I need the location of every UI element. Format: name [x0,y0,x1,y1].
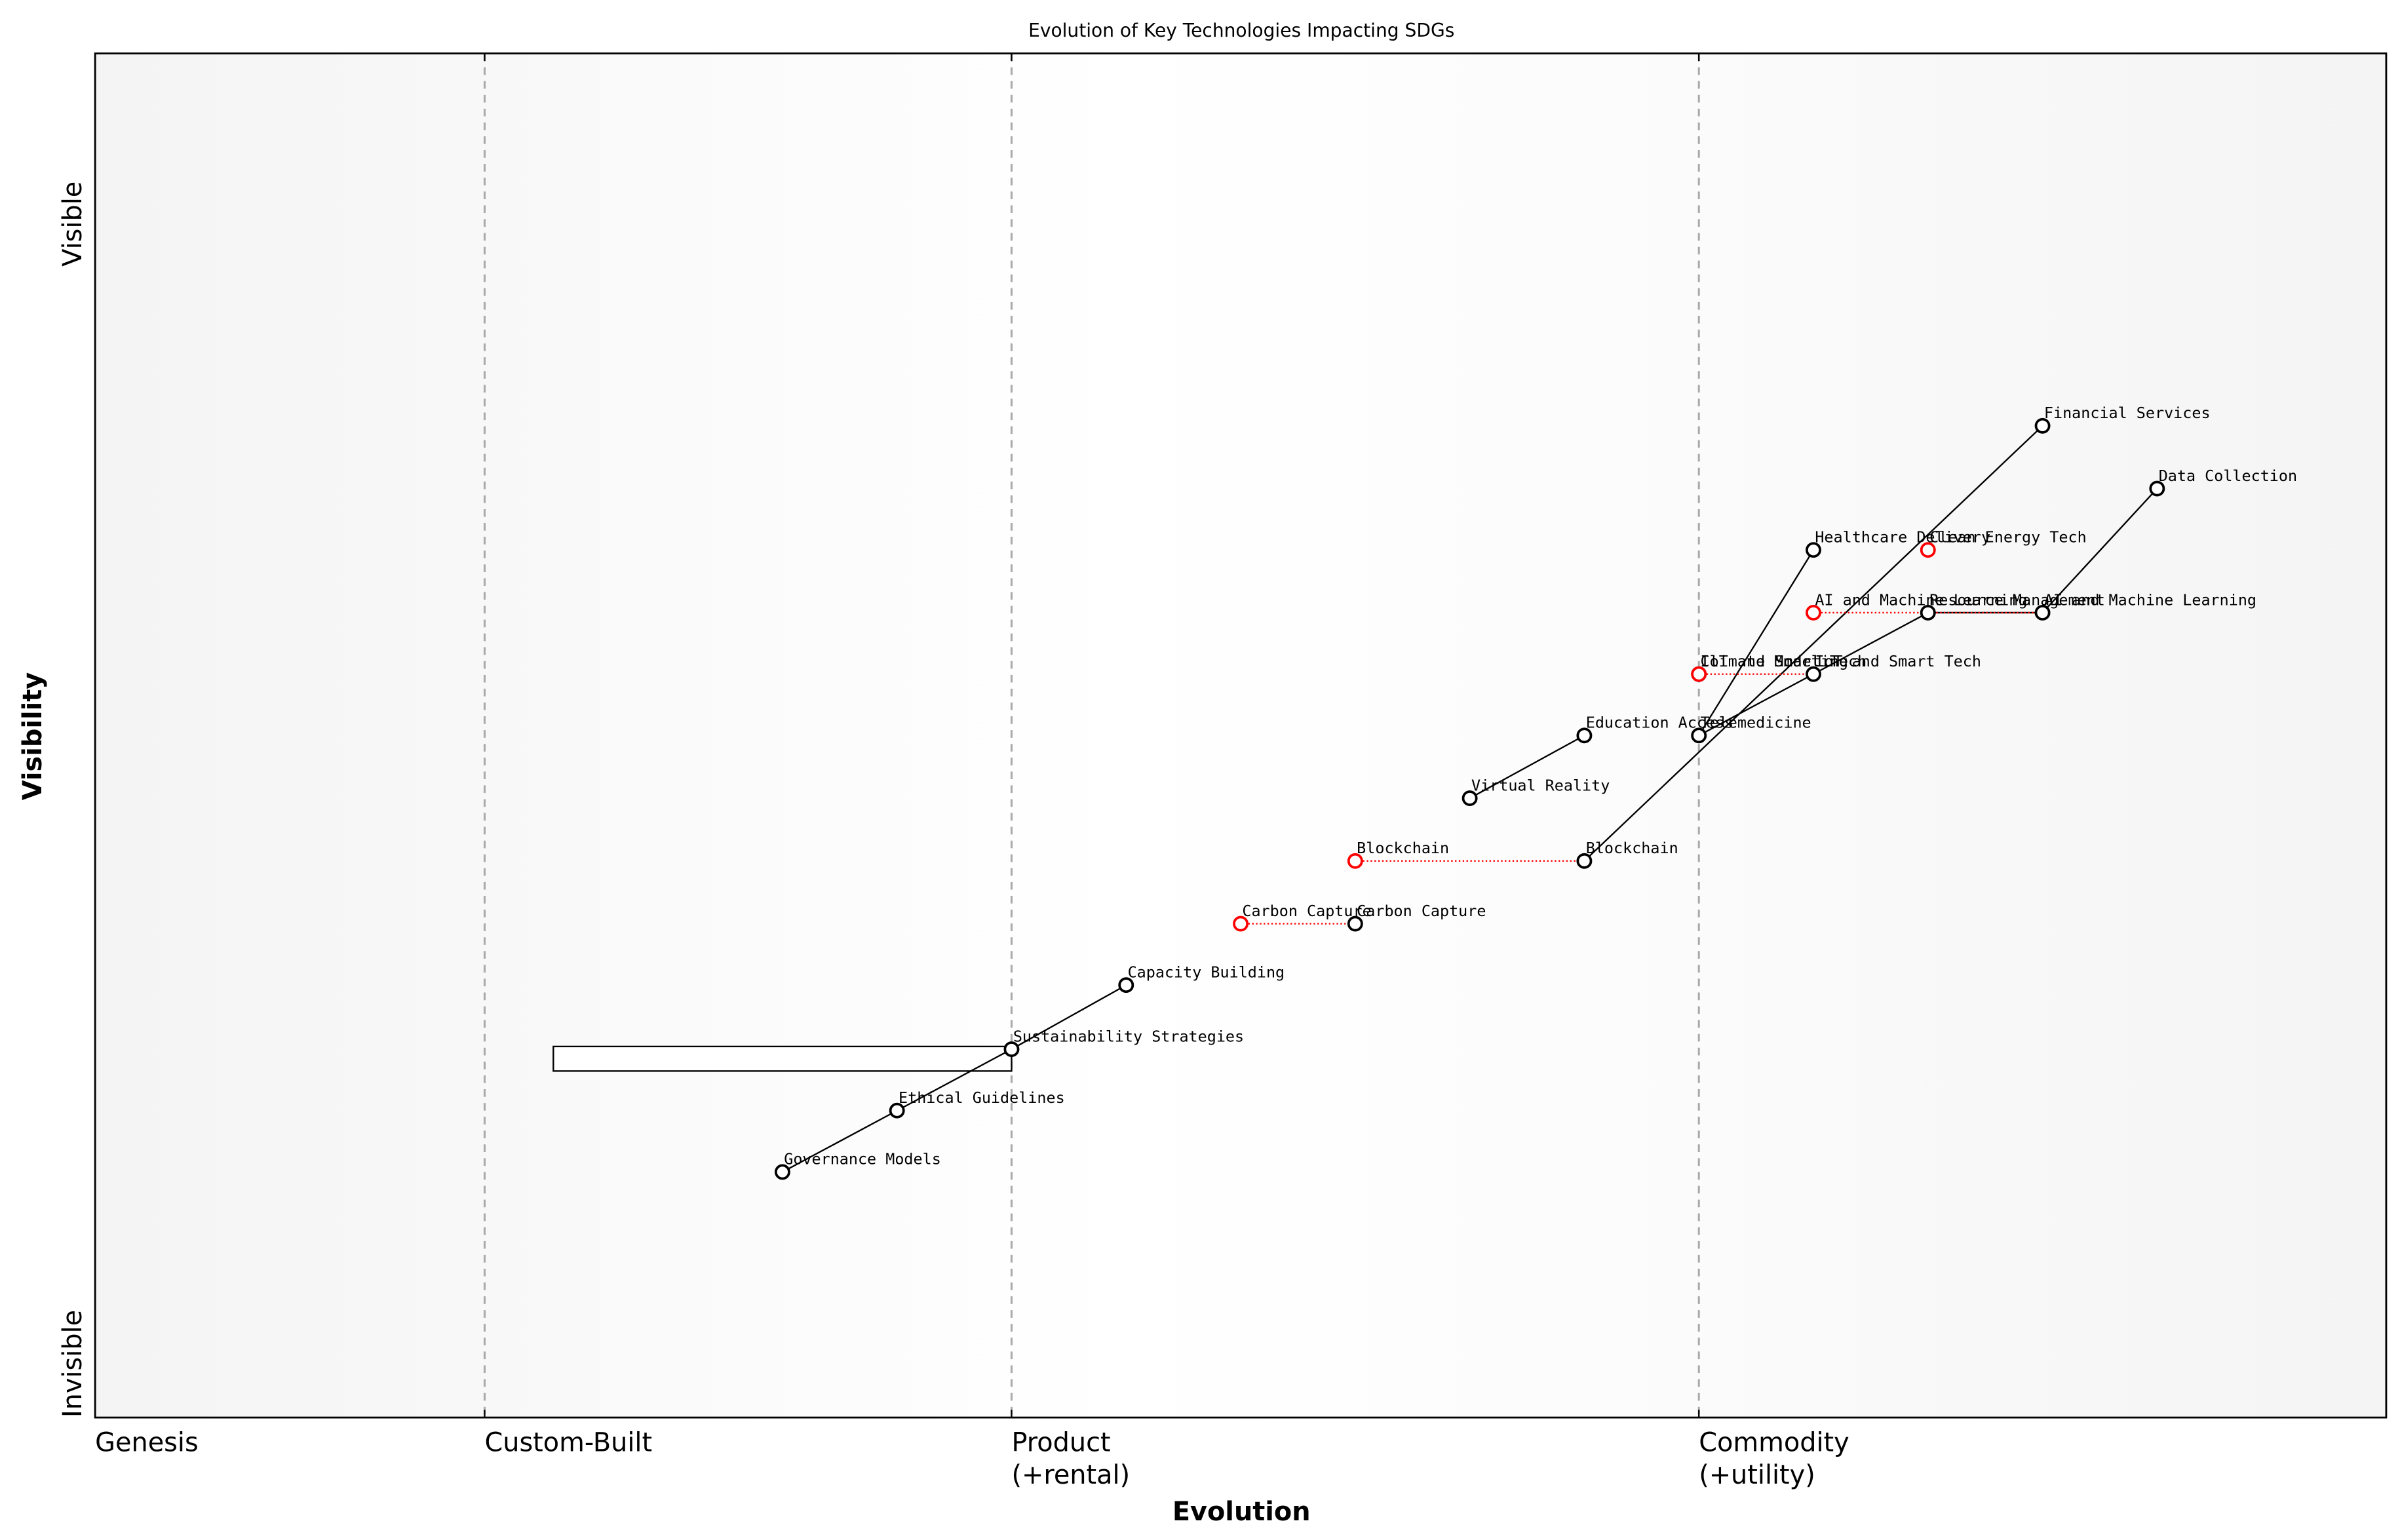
link [1011,984,1127,1050]
component-label: Blockchain [1586,839,1678,857]
component-label: IoT and Smart Tech [1701,652,1867,670]
y-tick-label: Visible [58,182,88,267]
pipeline [552,1045,1013,1072]
component-label: Data Collection [2159,467,2297,485]
y-axis-label: Visibility [18,672,48,801]
component-label: Ethical Guidelines [899,1088,1065,1107]
x-axis-label: Evolution [1172,1497,1311,1527]
component [2149,480,2165,497]
x-tick-label: Product (+rental) [1011,1428,1130,1490]
component [1806,542,1821,558]
component-label: Climate Modeling [1701,652,1848,670]
component [1347,853,1363,869]
component-label: Resource Management [1929,590,2105,609]
component [1691,666,1707,682]
link [1583,425,2043,862]
link [782,1109,898,1173]
component-label: Governance Models [784,1150,941,1168]
link [897,1049,1013,1111]
x-tick-label: Commodity (+utility) [1699,1428,1849,1490]
component [1576,853,1593,869]
component-label: AI and Machine Learning [1815,590,2027,609]
component-label: Virtual Reality [1471,776,1610,794]
component [1461,790,1478,807]
link [1813,611,1929,675]
component-label: Sustainability Strategies [1013,1027,1244,1045]
component-label: Blockchain [1357,839,1449,857]
x-tick-label: Custom-Built [484,1428,652,1458]
component-label: Carbon Capture [1357,902,1486,920]
plot: Genesis Custom-Built Product (+rental) Commo… [58,53,2297,1490]
link [2042,488,2158,613]
component-label: Capacity Building [1128,963,1285,982]
component [1920,542,1936,558]
component [1806,666,1821,682]
component-label: Healthcare Delivery [1815,528,1990,547]
y-tick-label: Invisible [58,1310,88,1417]
component [1920,605,1936,621]
component-label: Telemedicine [1701,714,1811,732]
component [1806,605,1821,621]
plot-background [95,53,2386,1418]
component [774,1164,790,1180]
component [1691,727,1707,744]
component [1233,915,1248,932]
link [1698,673,1814,737]
component-label: Clean Energy Tech [1929,528,2087,547]
component [2034,417,2051,434]
component [1576,727,1593,744]
component-label: IoT and Smart Tech [1815,652,1981,670]
component [1347,915,1363,932]
component-label: Education Access [1586,714,1733,732]
component-label: Financial Services [2044,404,2211,422]
plot-frame [94,52,2388,1419]
component [889,1102,905,1119]
component [2034,605,2051,621]
component-label: AI and Machine Learning [2044,590,2256,609]
component [1003,1041,1020,1058]
component-label: Carbon Capture [1242,902,1371,920]
component [1118,977,1134,993]
x-tick-label: Genesis [95,1428,199,1458]
link [1698,549,1814,736]
link [1469,735,1585,799]
chart-title: Evolution of Key Technologies Impacting … [1028,20,1454,41]
